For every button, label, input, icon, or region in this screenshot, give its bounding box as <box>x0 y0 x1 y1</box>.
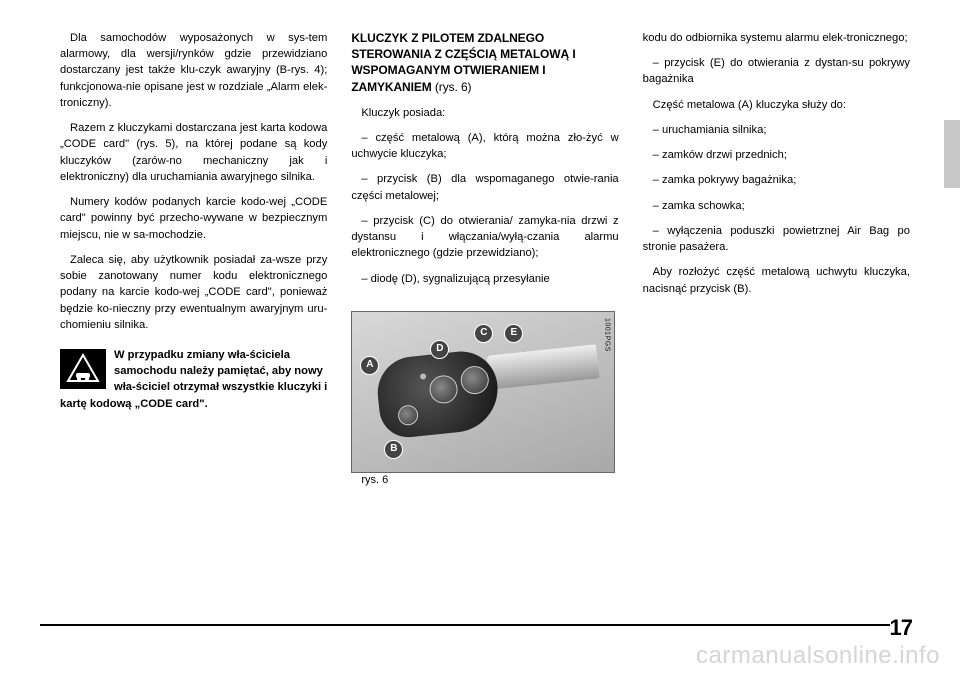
key-button-e <box>460 365 491 396</box>
heading-ref: (rys. 6) <box>435 80 472 94</box>
col2-item-C: – przycisk (C) do otwierania/ zamyka-nia… <box>351 213 618 262</box>
col3-item-d: – zamka schowka; <box>643 198 910 214</box>
figure-id: 1001PGS <box>601 318 611 352</box>
callout-B: B <box>384 440 403 459</box>
key-button-b <box>397 404 419 426</box>
thumb-tab <box>944 120 960 188</box>
col1-para-3: Numery kodów podanych karcie kodo-wej „C… <box>60 194 327 243</box>
column-2: KLUCZYK Z PILOTEM ZDALNEGO STEROWANIA Z … <box>351 30 618 498</box>
watermark: carmanualsonline.info <box>696 642 940 670</box>
page-number: 17 <box>890 615 912 641</box>
col3-item-b: – zamków drzwi przednich; <box>643 147 910 163</box>
key-body <box>374 348 502 440</box>
column-1: Dla samochodów wyposażonych w sys-tem al… <box>60 30 327 498</box>
callout-C: C <box>474 324 493 343</box>
col3-item-c: – zamka pokrywy bagażnika; <box>643 172 910 188</box>
key-button-c <box>428 374 459 405</box>
col2-item-A: – część metalową (A), którą można zło-ży… <box>351 130 618 162</box>
footer-rule <box>40 624 890 626</box>
col3-para-1: kodu do odbiornika systemu alarmu elek-t… <box>643 30 910 46</box>
col3-item-e: – wyłączenia poduszki powietrznej Air Ba… <box>643 223 910 255</box>
col3-para-2: Część metalowa (A) kluczyka służy do: <box>643 97 910 113</box>
col1-para-2: Razem z kluczykami dostarczana jest kart… <box>60 120 327 185</box>
figure-caption: rys. 6 <box>351 473 618 489</box>
key-led-d <box>420 373 427 380</box>
page-content: Dla samochodów wyposażonych w sys-tem al… <box>0 0 960 498</box>
key-blade <box>487 344 600 389</box>
warning-car-icon <box>60 349 106 389</box>
figure-key: 1001PGS A B C D E <box>351 311 615 473</box>
col1-para-1: Dla samochodów wyposażonych w sys-tem al… <box>60 30 327 111</box>
col2-heading: KLUCZYK Z PILOTEM ZDALNEGO STEROWANIA Z … <box>351 30 618 95</box>
column-3: kodu do odbiornika systemu alarmu elek-t… <box>643 30 910 498</box>
warning-box: W przypadku zmiany wła-ściciela samochod… <box>60 347 327 412</box>
col3-item-E: – przycisk (E) do otwierania z dystan-su… <box>643 55 910 87</box>
col2-para-1: Kluczyk posiada: <box>351 105 618 121</box>
callout-E: E <box>504 324 523 343</box>
col3-para-3: Aby rozłożyć część metalową uchwytu kluc… <box>643 264 910 296</box>
col1-para-4: Zaleca się, aby użytkownik posiadał za-w… <box>60 252 327 333</box>
col3-item-a: – uruchamiania silnika; <box>643 122 910 138</box>
callout-A: A <box>360 356 379 375</box>
col2-item-D: – diodę (D), sygnalizującą przesyłanie <box>351 271 618 287</box>
col2-item-B: – przycisk (B) dla wspomaganego otwie-ra… <box>351 171 618 203</box>
